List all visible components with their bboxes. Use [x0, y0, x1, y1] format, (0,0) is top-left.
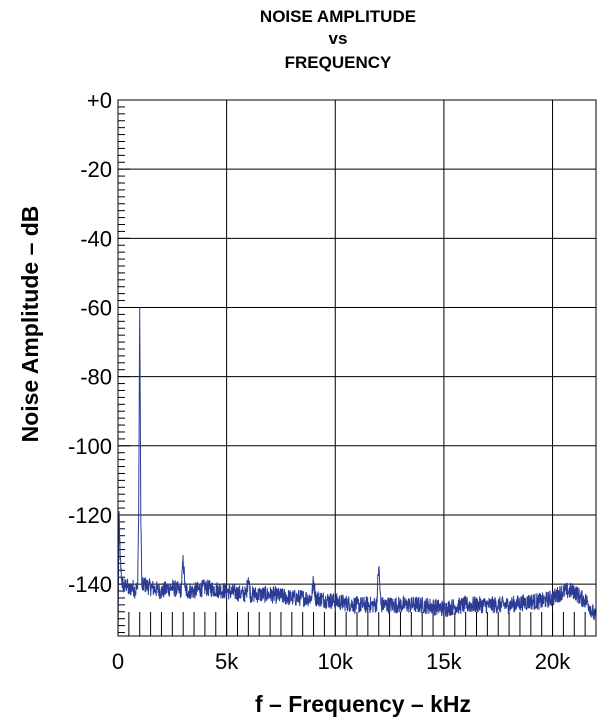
- chart-title-line-2: vs: [329, 29, 348, 48]
- series-layer: [117, 307, 597, 636]
- y-tick-label: -120: [68, 503, 112, 528]
- x-tick-label: 20k: [535, 649, 571, 674]
- x-tick-label: 15k: [426, 649, 462, 674]
- x-tick-label: 5k: [215, 649, 239, 674]
- grid-lines: [118, 100, 596, 636]
- y-tick-label: -100: [68, 434, 112, 459]
- y-tick-label: -60: [80, 295, 112, 320]
- x-tick-label: 0: [112, 649, 124, 674]
- noise-series-line: [117, 307, 597, 636]
- y-tick-label: -80: [80, 365, 112, 390]
- plot-frame: [117, 99, 597, 637]
- chart-title-line-1: NOISE AMPLITUDE: [260, 7, 416, 26]
- axis-ticks: [117, 99, 597, 636]
- y-tick-label: -40: [80, 226, 112, 251]
- x-tick-label: 10k: [318, 649, 354, 674]
- y-tick-labels: +0 -20 -40 -60 -80 -100 -120 -140: [68, 88, 112, 597]
- x-axis-title: f – Frequency – kHz: [255, 691, 471, 717]
- y-tick-label: -140: [68, 572, 112, 597]
- chart-title-line-3: FREQUENCY: [285, 53, 392, 72]
- x-tick-labels: 0 5k 10k 15k 20k: [112, 649, 571, 674]
- y-tick-label: +0: [87, 88, 112, 113]
- y-axis-title: Noise Amplitude – dB: [17, 206, 43, 443]
- y-tick-label: -20: [80, 157, 112, 182]
